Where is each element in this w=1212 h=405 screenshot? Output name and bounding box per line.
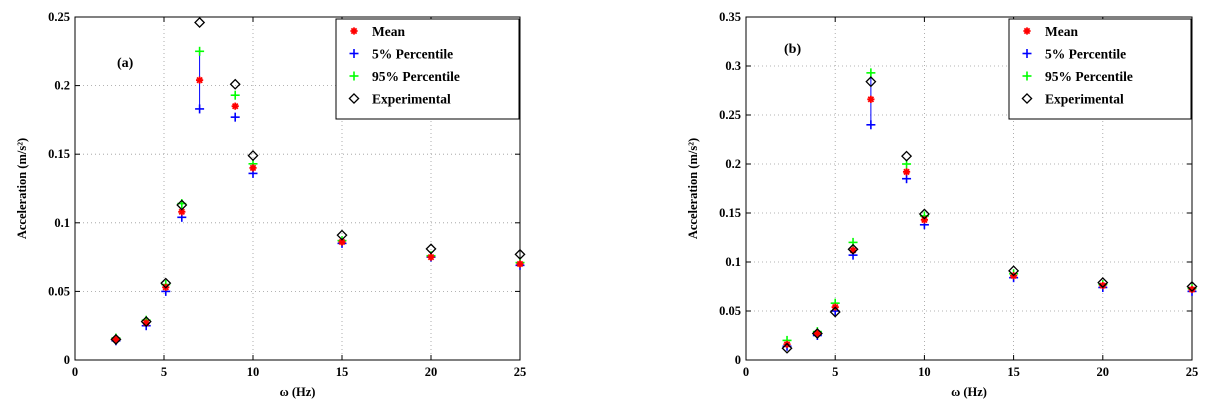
mean-point [867,95,875,103]
experimental-point [194,16,206,29]
legend-marker [1022,71,1032,81]
x-tick-label: 5 [832,365,838,379]
y-axis-label: Acceleration (m/s²) [686,138,700,239]
chart-panel-a: 0 5 10 15 20 25 0 0.05 0.1 0.15 0.2 0.25 ω (Hz) Accel… [15,10,526,399]
y-tick-label: 0.1 [725,255,741,269]
y-tick-label: 0.15 [48,147,70,161]
mean-point [427,253,435,261]
legend-label: Experimental [372,92,451,107]
legend-marker [349,49,359,58]
x-axis-label: ω (Hz) [280,385,316,399]
y-axis-label: Acceleration (m/s²) [15,138,29,239]
y-tick-label: 0 [64,353,70,367]
p5-point [230,112,240,122]
x-tick-label: 5 [161,365,167,379]
chart-panel-b: 0 5 10 15 20 25 0 0.05 0.1 0.15 0.2 0.25 0.3 0.35 ω (H… [686,10,1198,399]
legend-marker [349,71,359,81]
experimental-point [229,78,241,90]
experimental-point [425,243,437,255]
x-tick-label: 10 [918,365,931,379]
legend-box [1008,18,1192,120]
x-tick-label: 0 [72,365,78,379]
legend: Mean 5% Percentile 95% Percentile Experimen… [335,18,520,120]
x-tick-label: 0 [743,365,749,379]
legend-label: 5% Percentile [1045,47,1126,62]
y-tick-label: 0.35 [719,10,741,24]
x-tick-label: 20 [425,365,438,379]
experimental-point [1008,265,1020,277]
legend-label: Mean [372,24,405,39]
y-tick-label: 0.3 [725,59,741,73]
p95-point [230,90,240,100]
y-tick-label: 0.15 [719,206,741,220]
mean-point [231,102,239,110]
x-axis-label: ω (Hz) [951,385,987,399]
experimental-point [829,306,841,318]
experimental-point [160,277,172,289]
y-tick-label: 0.2 [54,79,70,93]
experimental-point [781,342,793,354]
panel-label: (b) [784,42,801,57]
p5-point [195,104,205,114]
experimental-point [336,229,348,241]
x-tick-label: 10 [247,365,260,379]
experimental-point [176,199,188,211]
mean-point [249,164,257,172]
experimental-point [110,333,122,345]
legend-label: Experimental [1045,92,1124,107]
legend-box [335,18,520,120]
panel-label: (a) [117,56,134,71]
p5-point [902,174,912,184]
legend-label: 5% Percentile [372,47,453,62]
axes-frame [745,16,1193,361]
experimental-point [1186,280,1198,293]
p5-point [866,120,876,130]
experimental-point [811,328,823,340]
x-tick-label: 15 [336,365,349,379]
y-tick-label: 0.25 [48,10,70,24]
experimental-point [247,150,259,162]
y-tick-label: 0.05 [48,284,70,298]
p95-point [195,46,205,56]
x-tick-label: 25 [1186,365,1199,379]
experimental-point [918,208,930,220]
y-tick-label: 0.1 [54,216,70,230]
legend-marker [348,92,360,105]
y-tick-label: 0 [735,353,741,367]
mean-point [112,335,120,344]
legend-marker [350,27,358,35]
x-tick-label: 20 [1097,365,1110,379]
experimental-point [847,243,859,255]
mean-point [516,260,524,268]
legend-label: 95% Percentile [1045,69,1133,84]
experimental-point [865,76,877,88]
legend: Mean 5% Percentile 95% Percentile Experimen… [1008,18,1192,120]
legend-marker [1022,49,1032,58]
y-tick-label: 0.05 [719,304,741,318]
axes-frame [74,16,521,361]
p95-point [866,68,876,78]
legend-label: 95% Percentile [372,69,460,84]
legend-label: Mean [1045,24,1078,39]
y-tick-label: 0.2 [725,157,741,171]
mean-point [196,76,204,84]
mean-point [902,168,911,176]
x-tick-label: 15 [1007,365,1020,379]
mean-point [920,216,928,224]
legend-marker [1023,27,1031,35]
y-tick-label: 0.25 [719,108,741,122]
experimental-point [901,150,913,162]
legend-marker [1021,92,1033,105]
x-tick-label: 25 [514,365,527,379]
experimental-point [140,316,152,328]
mean-point [813,329,821,338]
experimental-point [1097,277,1109,289]
experimental-point [514,248,526,260]
